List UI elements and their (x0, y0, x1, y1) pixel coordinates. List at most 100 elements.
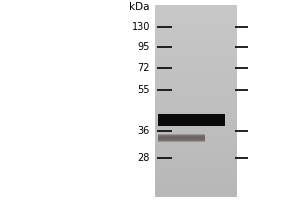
Text: 72: 72 (137, 63, 150, 73)
Bar (155, 121, 237, 122)
Bar (155, 35, 237, 36)
Bar (155, 30, 237, 31)
Bar (155, 45, 237, 47)
Bar (155, 52, 237, 53)
Bar (155, 98, 237, 99)
Bar (155, 59, 237, 61)
Bar (155, 90, 237, 91)
Bar (155, 65, 237, 67)
Bar (158, 116, 225, 124)
Bar (158, 116, 225, 124)
Bar (155, 79, 237, 81)
Bar (155, 74, 237, 75)
Bar (155, 133, 237, 134)
Bar (155, 9, 237, 10)
Bar (155, 120, 237, 121)
Bar (155, 195, 237, 196)
Bar (155, 22, 237, 24)
Bar (155, 182, 237, 183)
Bar (155, 109, 237, 111)
Bar (155, 50, 237, 51)
Bar (155, 95, 237, 96)
Bar (155, 33, 237, 34)
Bar (158, 137, 205, 139)
Bar (155, 21, 237, 23)
Text: 28: 28 (138, 153, 150, 163)
Bar (158, 136, 205, 140)
Bar (155, 188, 237, 190)
Text: 55: 55 (137, 85, 150, 95)
Bar (158, 119, 225, 121)
Bar (158, 137, 205, 139)
Bar (155, 57, 237, 58)
Bar (155, 170, 237, 172)
Bar (155, 163, 237, 164)
Bar (155, 80, 237, 82)
Bar (155, 110, 237, 112)
Bar (158, 137, 205, 139)
Bar (158, 116, 225, 124)
Bar (155, 60, 237, 62)
Bar (155, 29, 237, 30)
Bar (155, 84, 237, 86)
Bar (155, 131, 237, 133)
Bar (155, 28, 237, 29)
Bar (158, 115, 225, 125)
Bar (158, 117, 225, 123)
Bar (155, 53, 237, 54)
Bar (155, 87, 237, 89)
Bar (158, 118, 225, 122)
Bar (155, 67, 237, 69)
Bar (155, 55, 237, 56)
Bar (155, 179, 237, 180)
Bar (155, 189, 237, 191)
Bar (155, 31, 237, 32)
Bar (155, 39, 237, 41)
Bar (155, 157, 237, 158)
Bar (155, 119, 237, 120)
Bar (158, 135, 205, 141)
Bar (155, 193, 237, 195)
Bar (155, 140, 237, 141)
Bar (155, 42, 237, 44)
Bar (155, 83, 237, 85)
Bar (158, 136, 205, 140)
Text: kDa: kDa (130, 2, 150, 12)
Bar (155, 164, 237, 166)
Bar (155, 99, 237, 100)
Bar (155, 19, 237, 21)
Bar (155, 162, 237, 163)
Bar (155, 58, 237, 60)
Bar (155, 125, 237, 127)
Bar (158, 117, 225, 123)
Bar (155, 183, 237, 184)
Bar (155, 158, 237, 159)
Bar (155, 102, 237, 104)
Text: 130: 130 (132, 22, 150, 32)
Bar (155, 143, 237, 144)
Bar (155, 63, 237, 65)
Bar (155, 64, 237, 66)
Bar (158, 118, 225, 122)
Bar (155, 69, 237, 70)
Bar (158, 117, 225, 123)
Bar (155, 12, 237, 13)
Bar (155, 143, 237, 145)
Bar (158, 115, 225, 125)
Bar (155, 155, 237, 156)
Bar (155, 37, 237, 39)
Bar (155, 54, 237, 55)
Bar (158, 134, 205, 142)
Bar (155, 36, 237, 37)
Bar (158, 118, 225, 122)
Bar (158, 116, 225, 124)
Bar (155, 122, 237, 123)
Bar (158, 118, 225, 122)
Bar (155, 26, 237, 27)
Bar (155, 173, 237, 175)
Bar (155, 185, 237, 187)
Bar (155, 51, 237, 52)
Bar (155, 91, 237, 92)
Bar (155, 108, 237, 110)
Bar (155, 75, 237, 76)
